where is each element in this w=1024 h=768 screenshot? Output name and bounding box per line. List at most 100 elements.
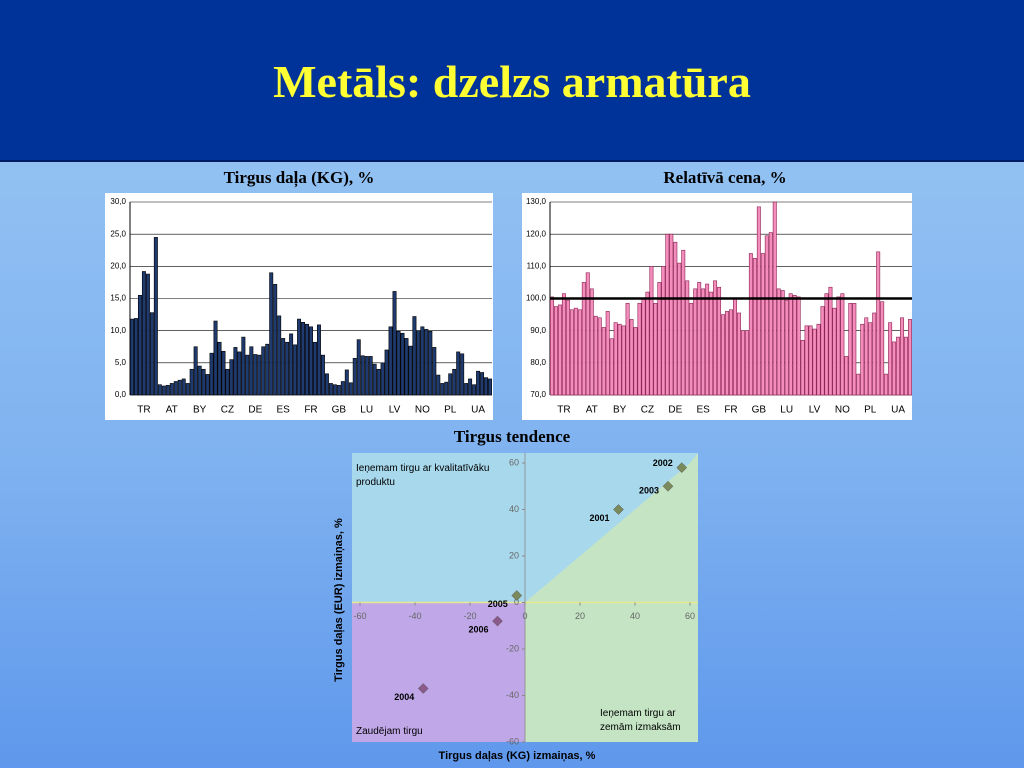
bar [460,353,465,396]
annotation: Ieņemam tirgu ar kvalitatīvāku produktu [356,463,490,488]
bar [253,354,258,396]
bar [456,351,461,396]
bar [269,272,274,396]
bar [828,286,833,396]
bar [309,326,313,396]
bar [404,338,409,396]
bar [277,315,282,396]
bar [197,365,202,396]
bar [868,322,873,396]
x-tick-label: LU [360,405,373,416]
bar [832,307,837,396]
bar [625,303,630,396]
bar [681,249,686,396]
x-tick-label: ES [696,405,710,416]
point-label: 2005 [488,599,508,609]
x-tick-label: AT [586,405,598,416]
bar [237,351,242,396]
bar [725,311,729,396]
bar [748,253,753,396]
bar [840,293,845,396]
bar [892,341,897,396]
bar [137,294,142,396]
x-tick-label: TR [137,405,150,416]
bar [609,338,614,396]
bar [336,385,341,396]
bar [340,381,345,396]
bar [133,318,138,396]
y-tick-label: 60 [509,457,519,467]
bar [344,369,349,396]
x-tick-label: BY [613,405,627,416]
bar [352,358,357,396]
bar [900,317,905,396]
bar [585,272,590,396]
region-top-left [352,453,525,603]
bar [557,304,562,396]
bar [657,282,662,396]
bar [384,349,389,396]
annotation: Ieņemam tirgu ar zemām izmaksām [600,708,681,733]
bar [153,237,158,396]
bar [201,368,206,396]
y-tick-label: 0,0 [115,390,127,399]
bar [796,296,801,396]
bar [169,383,174,396]
bar [472,384,477,396]
point-label: 2006 [468,624,488,634]
bar [820,306,825,396]
bar [697,282,702,396]
x-tick-label: PL [444,405,457,416]
bar [436,374,441,396]
bar [808,325,813,396]
bar [677,262,682,396]
x-tick-label: 0 [522,611,527,621]
bar [332,384,337,396]
chart-title: Tirgus tendence [454,427,571,446]
bar [316,324,321,396]
bar [685,280,690,396]
bar [613,322,618,396]
header: Metāls: dzelzs armatūra [0,0,1024,162]
bar [356,339,361,396]
bar [221,350,226,396]
x-tick-label: 40 [630,611,640,621]
bar [744,330,749,396]
point-label: 2003 [639,486,659,496]
bar [701,288,706,396]
point [417,683,429,694]
x-tick-label: AT [166,405,178,416]
y-tick-label: 0 [514,597,519,607]
x-tick-label: LV [809,405,821,416]
x-tick-label: UA [891,405,905,416]
bar [388,326,393,396]
y-tick-label: 40 [509,504,519,514]
y-axis-label: Tirgus daļas (EUR) izmaiņas, % [333,518,345,682]
point-label: 2002 [653,458,673,468]
bar [764,235,769,396]
bar [649,266,654,396]
bar [400,332,405,396]
bar [464,383,469,396]
y-tick-label: 90,0 [530,326,546,335]
bar [733,298,737,396]
bar [621,325,626,396]
x-tick-label: GB [332,405,347,416]
bar [561,293,566,396]
bar [217,341,222,396]
y-tick-label: 110,0 [527,261,547,270]
bar [392,291,397,396]
bar [205,374,210,396]
bar [145,273,150,396]
bar [784,299,789,396]
bar [641,298,646,396]
bar [149,312,154,396]
bar [740,330,745,396]
bar [665,233,670,396]
y-tick-label: 10,0 [110,326,126,335]
bar [157,384,162,396]
bar [705,283,710,396]
bar [265,343,270,396]
bar [589,288,594,396]
bar [633,327,638,396]
